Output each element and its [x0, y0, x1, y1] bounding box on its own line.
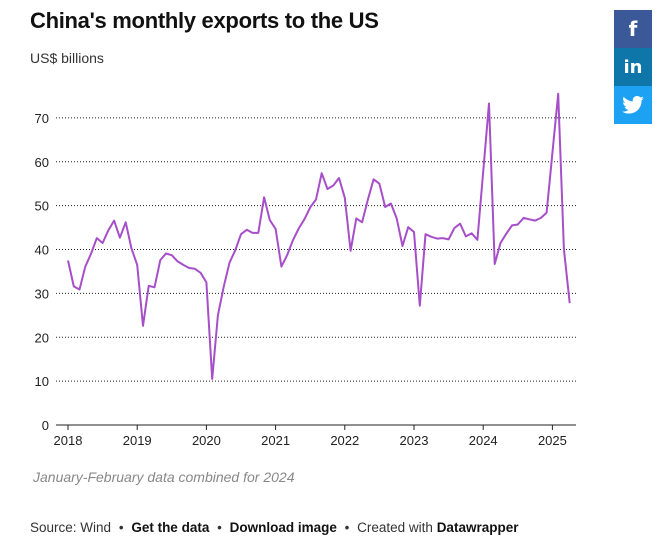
linkedin-share-button[interactable]: in: [614, 48, 652, 86]
linkedin-icon: in: [623, 56, 643, 78]
separator: •: [217, 520, 222, 535]
twitter-icon: [622, 96, 644, 114]
x-tick-label: 2018: [54, 433, 83, 448]
datawrapper-link[interactable]: Datawrapper: [436, 520, 519, 535]
x-tick-label: 2023: [400, 433, 429, 448]
created-with-text: Created with: [357, 520, 433, 535]
x-tick-label: 2019: [123, 433, 152, 448]
chart-title: China's monthly exports to the US: [30, 8, 379, 33]
series-layer: [67, 92, 571, 380]
separator: •: [344, 520, 350, 535]
gridlines: [56, 117, 576, 426]
y-tick-label: 50: [35, 199, 49, 214]
twitter-share-button[interactable]: [614, 86, 652, 124]
get-data-link[interactable]: Get the data: [131, 520, 210, 535]
y-tick-label: 20: [35, 330, 49, 345]
y-tick-label: 10: [35, 374, 49, 389]
line-chart: 0 10 20 30 40 50 60 70 2018 2019 2020 2021 2022 2023…: [35, 92, 576, 448]
y-tick-label: 30: [35, 286, 49, 301]
facebook-share-button[interactable]: f: [614, 10, 652, 48]
separator: •: [118, 520, 124, 535]
y-tick-label: 60: [35, 155, 49, 170]
y-tick-label: 70: [35, 111, 49, 126]
download-image-link[interactable]: Download image: [229, 520, 337, 535]
chart-note: January-February data combined for 2024: [33, 469, 295, 485]
x-tick-label: 2020: [192, 433, 221, 448]
chart-footer: Source: Wind • Get the data • Download i…: [30, 520, 518, 535]
chart-subtitle: US$ billions: [30, 50, 104, 66]
x-tick-label: 2025: [538, 433, 567, 448]
x-axis: 2018 2019 2020 2021 2022 2023 2024 2025: [54, 425, 567, 448]
y-axis: 0 10 20 30 40 50 60 70: [35, 111, 49, 433]
y-tick-label: 0: [42, 418, 49, 433]
x-tick-label: 2022: [330, 433, 359, 448]
series-line: [67, 92, 571, 380]
x-tick-label: 2024: [469, 433, 498, 448]
y-tick-label: 40: [35, 243, 49, 258]
source-text: Source: Wind: [30, 520, 112, 535]
x-tick-label: 2021: [261, 433, 290, 448]
facebook-icon: f: [628, 17, 638, 41]
